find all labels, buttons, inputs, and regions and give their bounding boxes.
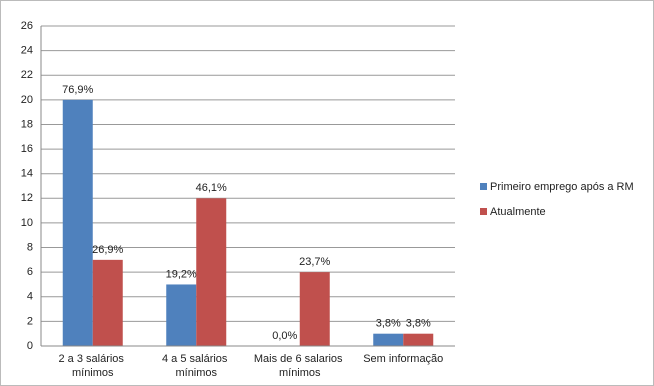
x-tick-label: 4 a 5 salários mínimos bbox=[162, 353, 230, 379]
legend-label: Atualmente bbox=[490, 206, 546, 218]
x-tick-label-line: mínimos bbox=[72, 367, 114, 379]
x-tick-label: Mais de 6 salarios mínimos bbox=[254, 353, 346, 379]
bar bbox=[403, 333, 434, 346]
y-tick-label: 0 bbox=[27, 340, 33, 352]
value-label: 23,7% bbox=[299, 256, 330, 268]
y-tick-label: 8 bbox=[27, 241, 33, 253]
bar bbox=[196, 198, 227, 346]
y-tick-label: 26 bbox=[21, 20, 33, 32]
value-label: 46,1% bbox=[196, 182, 227, 194]
bar bbox=[299, 272, 330, 346]
y-tick-label: 2 bbox=[27, 315, 33, 327]
y-tick-label: 22 bbox=[21, 69, 33, 81]
y-tick-label: 24 bbox=[21, 45, 33, 57]
legend-label: Primeiro emprego após a RM bbox=[490, 181, 634, 193]
y-tick-label: 14 bbox=[21, 168, 33, 180]
x-tick-label-line: 4 a 5 salários bbox=[162, 353, 230, 365]
bar bbox=[166, 284, 197, 346]
legend-swatch bbox=[480, 208, 487, 215]
bar bbox=[62, 99, 93, 346]
value-label: 3,8% bbox=[376, 318, 401, 330]
x-tick-label: 2 a 3 salários mínimos bbox=[59, 353, 127, 379]
x-tick-label: Sem informação bbox=[363, 353, 443, 365]
y-tick-label: 10 bbox=[21, 217, 33, 229]
y-tick-label: 16 bbox=[21, 143, 33, 155]
x-tick-label-line: mínimos bbox=[279, 367, 321, 379]
value-label: 0,0% bbox=[272, 330, 297, 342]
y-tick-label: 6 bbox=[27, 266, 33, 278]
x-tick-label-line: Mais de 6 salarios bbox=[254, 353, 346, 365]
bar bbox=[92, 259, 123, 346]
value-label: 76,9% bbox=[62, 84, 93, 96]
y-tick-label: 4 bbox=[27, 291, 33, 303]
value-label: 26,9% bbox=[92, 244, 123, 256]
value-label: 19,2% bbox=[166, 268, 197, 280]
value-label: 3,8% bbox=[406, 318, 431, 330]
x-tick-label-line: 2 a 3 salários bbox=[59, 353, 127, 365]
y-tick-label: 12 bbox=[21, 192, 33, 204]
y-tick-label: 20 bbox=[21, 94, 33, 106]
y-tick-label: 18 bbox=[21, 118, 33, 130]
legend-swatch bbox=[480, 183, 487, 190]
bar bbox=[373, 333, 404, 346]
x-tick-label-line: mínimos bbox=[175, 367, 217, 379]
